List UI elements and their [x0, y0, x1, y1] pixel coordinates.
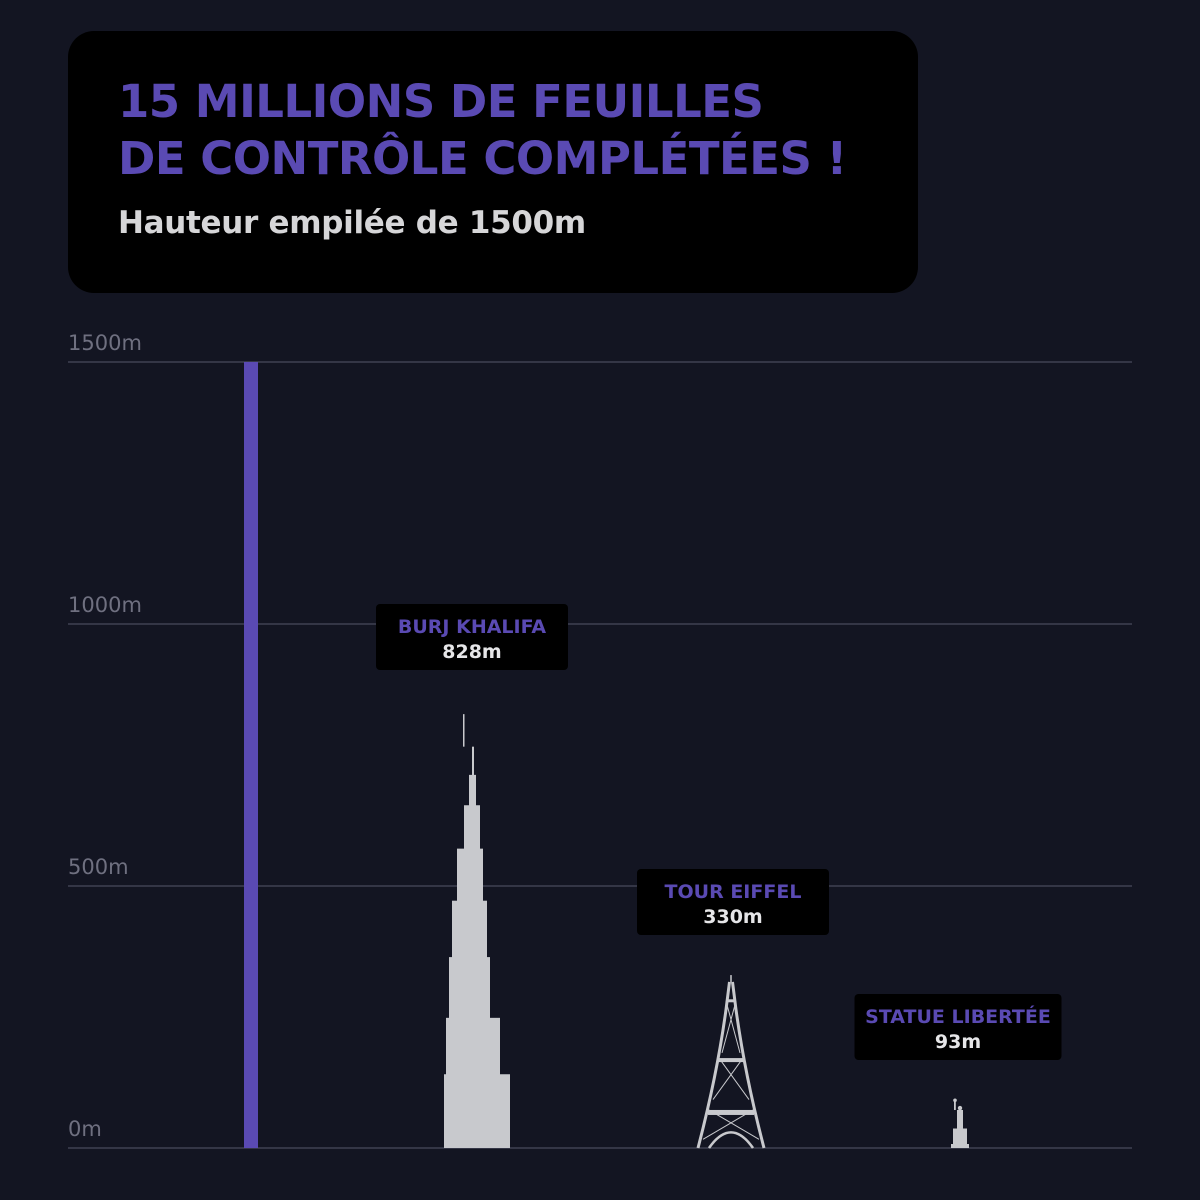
burj-spire [463, 714, 465, 747]
landmark-height-label: 828m [442, 641, 501, 663]
eiffel-platform-3 [726, 999, 736, 1003]
landmark-name-label: TOUR EIFFEL [665, 881, 802, 903]
liberty-torch [953, 1098, 957, 1103]
eiffel-lattice [721, 1000, 741, 1054]
eiffel-platform-1 [708, 1109, 754, 1115]
data-label: BURJ KHALIFA 828m [376, 604, 568, 670]
data-label-box [854, 994, 1062, 1060]
y-tick-label: 0m [68, 1117, 102, 1141]
eiffel-arch [707, 1131, 755, 1149]
data-label: STATUE LIBERTÉE 93m [854, 994, 1062, 1060]
burj-tier [472, 746, 474, 1148]
y-tick-label: 1000m [68, 593, 142, 617]
title-line-2: DE CONTRÔLE COMPLÉTÉES ! [118, 132, 847, 185]
eiffel-tower-icon [696, 975, 766, 1149]
landmark-name-label: BURJ KHALIFA [398, 616, 547, 638]
data-label: TOUR EIFFEL 330m [637, 869, 829, 935]
eiffel-lattice [702, 1109, 760, 1140]
eiffel-leg-left [696, 981, 731, 1149]
y-tick-label: 500m [68, 855, 129, 879]
paper-stack-bar [244, 362, 258, 1148]
header-card: 15 MILLIONS DE FEUILLES DE CONTRÔLE COMP… [68, 31, 918, 293]
liberty-torch-arm [954, 1099, 956, 1110]
statue-of-liberty-icon [951, 1098, 969, 1148]
liberty-head [957, 1105, 963, 1111]
data-label-box [637, 869, 829, 935]
data-label-box [376, 604, 568, 670]
eiffel-lattice [712, 1057, 750, 1100]
liberty-body [957, 1109, 963, 1129]
y-tick-label: 1500m [68, 331, 142, 355]
subtitle: Hauteur empilée de 1500m [118, 205, 586, 241]
burj-khalifa-icon [444, 714, 510, 1148]
landmark-height-label: 93m [935, 1031, 981, 1053]
landmark-height-label: 330m [703, 906, 762, 928]
liberty-pedestal [953, 1128, 967, 1148]
eiffel-platform-2 [718, 1058, 744, 1063]
title-line-1: 15 MILLIONS DE FEUILLES [118, 75, 764, 128]
eiffel-leg-right [731, 981, 766, 1149]
landmark-name-label: STATUE LIBERTÉE [865, 1005, 1051, 1028]
liberty-base [951, 1144, 969, 1148]
